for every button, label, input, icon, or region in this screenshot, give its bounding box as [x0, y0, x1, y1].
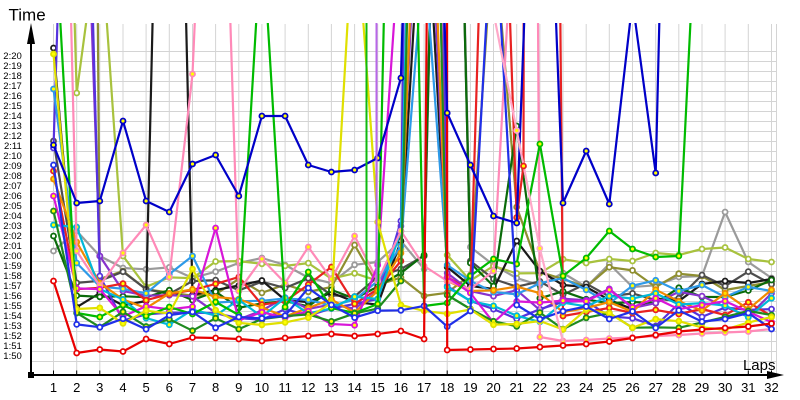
svg-text:2:15: 2:15	[3, 101, 22, 112]
svg-text:27: 27	[648, 380, 662, 395]
svg-text:22: 22	[533, 380, 547, 395]
svg-text:2:13: 2:13	[3, 121, 22, 132]
svg-text:18: 18	[440, 380, 454, 395]
svg-text:11: 11	[278, 380, 292, 395]
svg-text:2:07: 2:07	[3, 181, 22, 192]
svg-text:2:04: 2:04	[3, 211, 22, 222]
svg-text:2:02: 2:02	[3, 231, 22, 242]
svg-text:1:59: 1:59	[3, 261, 22, 272]
svg-text:31: 31	[741, 380, 755, 395]
svg-text:2: 2	[73, 380, 80, 395]
svg-text:13: 13	[324, 380, 338, 395]
svg-text:30: 30	[718, 380, 732, 395]
svg-text:2:05: 2:05	[3, 201, 22, 212]
svg-text:2:03: 2:03	[3, 221, 22, 232]
svg-text:24: 24	[579, 380, 593, 395]
svg-text:2:18: 2:18	[3, 71, 22, 82]
svg-text:2:08: 2:08	[3, 171, 22, 182]
svg-text:1:51: 1:51	[3, 341, 22, 352]
svg-text:1:53: 1:53	[3, 321, 22, 332]
svg-text:4: 4	[119, 380, 126, 395]
svg-text:5: 5	[142, 380, 149, 395]
svg-text:Time: Time	[9, 6, 46, 25]
svg-text:29: 29	[695, 380, 709, 395]
svg-text:19: 19	[463, 380, 477, 395]
svg-text:9: 9	[235, 380, 242, 395]
svg-text:23: 23	[556, 380, 570, 395]
svg-text:2:10: 2:10	[3, 151, 22, 162]
svg-text:3: 3	[96, 380, 103, 395]
svg-text:1:56: 1:56	[3, 291, 22, 302]
svg-text:Laps: Laps	[743, 357, 776, 374]
svg-text:21: 21	[509, 380, 523, 395]
svg-text:2:14: 2:14	[3, 111, 22, 122]
svg-text:2:01: 2:01	[3, 241, 22, 252]
svg-text:28: 28	[672, 380, 686, 395]
svg-text:17: 17	[417, 380, 431, 395]
svg-text:15: 15	[370, 380, 384, 395]
svg-text:32: 32	[764, 380, 778, 395]
svg-text:2:17: 2:17	[3, 81, 22, 92]
svg-text:2:20: 2:20	[3, 51, 22, 62]
svg-text:2:09: 2:09	[3, 161, 22, 172]
svg-text:1:55: 1:55	[3, 301, 22, 312]
svg-text:10: 10	[255, 380, 269, 395]
svg-text:1:57: 1:57	[3, 281, 22, 292]
svg-text:14: 14	[347, 380, 361, 395]
svg-text:26: 26	[625, 380, 639, 395]
svg-text:12: 12	[301, 380, 315, 395]
svg-text:1:54: 1:54	[3, 311, 22, 322]
svg-text:25: 25	[602, 380, 616, 395]
svg-text:1:52: 1:52	[3, 331, 22, 342]
svg-text:20: 20	[486, 380, 500, 395]
svg-text:7: 7	[189, 380, 196, 395]
svg-text:8: 8	[212, 380, 219, 395]
svg-text:2:00: 2:00	[3, 251, 22, 262]
svg-text:2:12: 2:12	[3, 131, 22, 142]
svg-text:6: 6	[166, 380, 173, 395]
svg-text:1:58: 1:58	[3, 271, 22, 282]
svg-text:2:11: 2:11	[4, 141, 22, 152]
svg-text:16: 16	[394, 380, 408, 395]
svg-text:2:06: 2:06	[3, 191, 22, 202]
svg-text:2:16: 2:16	[3, 91, 22, 102]
svg-text:1: 1	[50, 380, 57, 395]
svg-text:2:19: 2:19	[3, 61, 22, 72]
svg-text:1:50: 1:50	[3, 351, 22, 362]
